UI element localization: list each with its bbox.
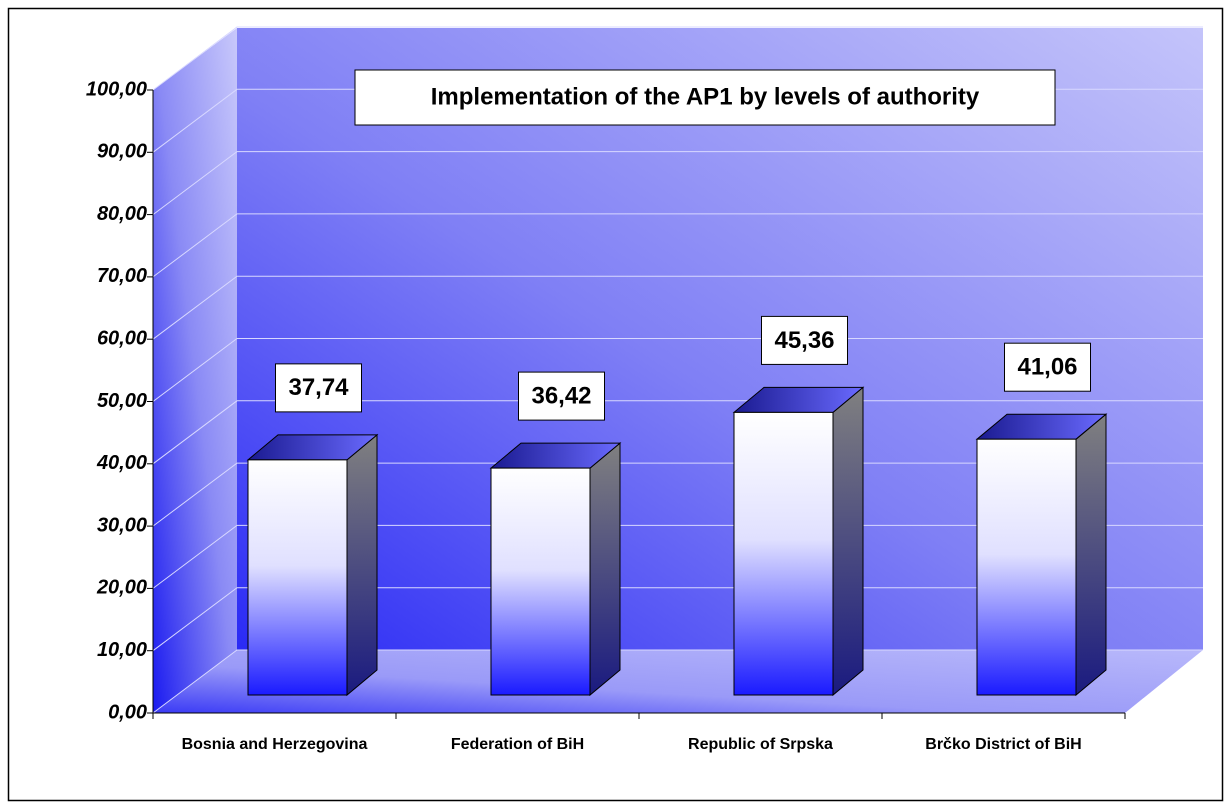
y-tick-label: 50,00 [97, 390, 147, 412]
y-tick-label: 60,00 [97, 327, 147, 349]
value-label: 45,36 [774, 327, 834, 354]
grid-line [152, 151, 1203, 216]
bar [733, 411, 834, 696]
bar [976, 438, 1077, 696]
grid-line [152, 213, 1203, 278]
value-label-box [761, 315, 848, 365]
y-tick-label: 10,00 [97, 639, 147, 661]
y-tick-label: 20,00 [96, 577, 147, 599]
y-tick-label: 80,00 [97, 203, 147, 225]
y-tick-label: 30,00 [97, 514, 147, 536]
grid-line [152, 649, 1203, 714]
y-tick-label: 100,00 [86, 78, 147, 100]
value-label-box [1004, 342, 1091, 392]
bar-side [346, 433, 378, 697]
grid-line [152, 400, 1203, 465]
value-label-box [518, 371, 605, 421]
x-tick-label: Republic of Srpska [688, 736, 833, 753]
bar-side [1075, 413, 1107, 697]
y-tick-label: 40,00 [96, 452, 147, 474]
value-label: 37,74 [288, 374, 349, 401]
grid-line [152, 338, 1203, 402]
bar [247, 459, 348, 696]
grid-line [152, 587, 1203, 652]
x-tick-label: Federation of BiH [450, 736, 585, 753]
grid-line [152, 524, 1203, 589]
floor [153, 650, 1203, 713]
grid-line [152, 462, 1203, 527]
grid-line [152, 275, 1203, 340]
y-tick-label: 70,00 [97, 265, 147, 287]
x-tick-label: Brčko District of BiH [925, 736, 1082, 753]
y-tick-label: 0,00 [108, 701, 147, 723]
bar-side [589, 442, 621, 697]
grid-line [152, 26, 1203, 91]
value-label: 41,06 [1017, 354, 1077, 381]
chart-title: Implementation of the AP1 by levels of a… [431, 83, 980, 110]
value-label-box [275, 363, 362, 413]
y-tick-label: 90,00 [97, 141, 147, 163]
frame [7, 7, 1224, 802]
bar-side [832, 386, 864, 697]
title-box [354, 69, 1056, 126]
x-tick-label: Bosnia and Herzegovina [181, 736, 368, 753]
bar [490, 467, 591, 696]
value-label: 36,42 [531, 382, 591, 409]
